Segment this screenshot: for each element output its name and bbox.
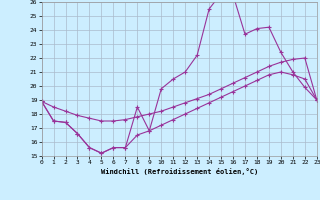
X-axis label: Windchill (Refroidissement éolien,°C): Windchill (Refroidissement éolien,°C)	[100, 168, 258, 175]
